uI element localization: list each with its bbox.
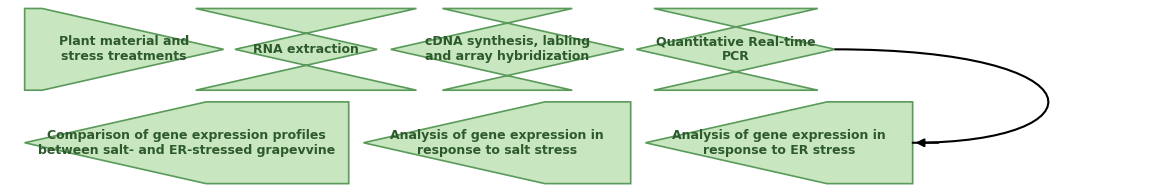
Text: RNA extraction: RNA extraction	[253, 43, 359, 56]
Text: Analysis of gene expression in
response to salt stress: Analysis of gene expression in response …	[390, 129, 604, 157]
Polygon shape	[24, 8, 223, 90]
Text: Quantitative Real-time
PCR: Quantitative Real-time PCR	[656, 35, 816, 63]
Polygon shape	[637, 8, 836, 90]
Text: cDNA synthesis, labling
and array hybridization: cDNA synthesis, labling and array hybrid…	[425, 35, 589, 63]
Text: Plant material and
stress treatments: Plant material and stress treatments	[59, 35, 189, 63]
Polygon shape	[391, 8, 624, 90]
Polygon shape	[196, 8, 417, 90]
Polygon shape	[24, 102, 349, 184]
Polygon shape	[646, 102, 913, 184]
Text: Comparison of gene expression profiles
between salt- and ER-stressed grapevvine: Comparison of gene expression profiles b…	[38, 129, 335, 157]
Polygon shape	[364, 102, 631, 184]
Text: Analysis of gene expression in
response to ER stress: Analysis of gene expression in response …	[672, 129, 886, 157]
